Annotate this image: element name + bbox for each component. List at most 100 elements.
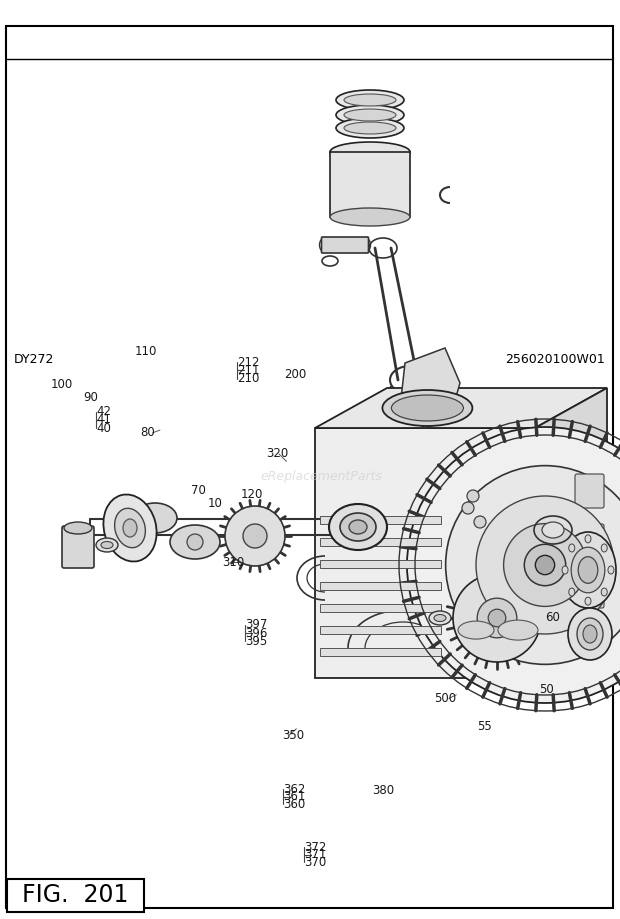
FancyBboxPatch shape <box>6 26 613 908</box>
Ellipse shape <box>330 208 410 226</box>
Circle shape <box>462 502 474 514</box>
Ellipse shape <box>571 547 604 593</box>
Ellipse shape <box>344 122 396 134</box>
Ellipse shape <box>104 494 157 562</box>
Text: 42: 42 <box>96 405 111 418</box>
Polygon shape <box>315 388 607 428</box>
Text: 256020100W01: 256020100W01 <box>505 354 604 367</box>
Circle shape <box>407 427 620 703</box>
Ellipse shape <box>101 541 113 549</box>
Text: 70: 70 <box>191 484 206 497</box>
Text: 120: 120 <box>241 488 263 501</box>
Ellipse shape <box>64 522 92 534</box>
FancyBboxPatch shape <box>330 152 410 217</box>
Text: 55: 55 <box>477 720 492 732</box>
Text: 212: 212 <box>237 356 259 369</box>
Text: 361: 361 <box>283 790 305 803</box>
Text: 320: 320 <box>267 448 289 460</box>
Circle shape <box>187 534 203 550</box>
Ellipse shape <box>562 566 568 574</box>
Ellipse shape <box>434 615 446 621</box>
Ellipse shape <box>585 597 591 605</box>
Ellipse shape <box>170 525 220 559</box>
Ellipse shape <box>330 142 410 162</box>
FancyBboxPatch shape <box>320 538 441 546</box>
Ellipse shape <box>391 395 463 421</box>
Text: 395: 395 <box>245 635 267 648</box>
FancyBboxPatch shape <box>320 560 441 568</box>
FancyBboxPatch shape <box>320 648 441 656</box>
Circle shape <box>446 466 620 664</box>
FancyBboxPatch shape <box>7 879 144 912</box>
FancyBboxPatch shape <box>320 582 441 590</box>
Text: 397: 397 <box>245 618 267 631</box>
Text: 200: 200 <box>284 368 306 380</box>
FancyBboxPatch shape <box>322 237 368 253</box>
Text: 50: 50 <box>539 683 554 696</box>
Text: 40: 40 <box>96 422 111 435</box>
Ellipse shape <box>498 620 538 641</box>
Ellipse shape <box>123 519 137 537</box>
Text: 210: 210 <box>237 372 259 385</box>
Text: 370: 370 <box>304 856 326 868</box>
FancyBboxPatch shape <box>320 604 441 612</box>
Text: 60: 60 <box>546 611 560 624</box>
Ellipse shape <box>96 538 118 552</box>
FancyBboxPatch shape <box>62 526 94 568</box>
Text: 362: 362 <box>283 783 305 796</box>
Ellipse shape <box>560 532 616 608</box>
Text: 80: 80 <box>140 426 155 439</box>
Ellipse shape <box>329 504 387 550</box>
Text: 100: 100 <box>51 378 73 391</box>
Circle shape <box>535 555 555 574</box>
Ellipse shape <box>578 557 598 584</box>
Text: 110: 110 <box>135 345 157 357</box>
Ellipse shape <box>458 621 494 639</box>
Text: 350: 350 <box>282 729 304 742</box>
Polygon shape <box>315 428 535 678</box>
Text: 372: 372 <box>304 841 326 854</box>
Circle shape <box>225 506 285 566</box>
Text: 90: 90 <box>84 391 99 403</box>
Circle shape <box>476 496 614 634</box>
Ellipse shape <box>608 566 614 574</box>
Text: 396: 396 <box>245 627 267 640</box>
Ellipse shape <box>336 105 404 125</box>
Text: 380: 380 <box>372 784 394 797</box>
Ellipse shape <box>344 94 396 106</box>
Ellipse shape <box>568 608 612 660</box>
Text: 360: 360 <box>283 798 305 811</box>
Ellipse shape <box>349 520 367 534</box>
Circle shape <box>488 609 506 627</box>
Ellipse shape <box>115 508 145 548</box>
Text: 310: 310 <box>222 556 244 569</box>
Text: eReplacementParts: eReplacementParts <box>260 470 383 482</box>
Ellipse shape <box>569 544 575 552</box>
Ellipse shape <box>542 522 564 538</box>
Ellipse shape <box>383 390 472 426</box>
Circle shape <box>525 544 565 585</box>
Ellipse shape <box>585 535 591 543</box>
FancyBboxPatch shape <box>320 626 441 634</box>
FancyBboxPatch shape <box>575 474 604 508</box>
Ellipse shape <box>601 544 607 552</box>
Circle shape <box>477 598 517 638</box>
FancyBboxPatch shape <box>320 516 441 524</box>
FancyBboxPatch shape <box>575 574 604 608</box>
Polygon shape <box>400 348 460 428</box>
Ellipse shape <box>340 513 376 541</box>
Ellipse shape <box>429 611 451 625</box>
Polygon shape <box>535 388 607 678</box>
Ellipse shape <box>583 625 597 643</box>
Circle shape <box>467 490 479 502</box>
Circle shape <box>474 516 486 528</box>
Text: DY272: DY272 <box>14 354 55 367</box>
Ellipse shape <box>569 588 575 596</box>
Circle shape <box>243 524 267 548</box>
Text: 211: 211 <box>237 364 259 377</box>
Ellipse shape <box>133 503 177 533</box>
Circle shape <box>453 574 541 662</box>
Ellipse shape <box>336 118 404 138</box>
Text: 41: 41 <box>96 414 111 426</box>
Text: FIG.  201: FIG. 201 <box>22 883 129 907</box>
